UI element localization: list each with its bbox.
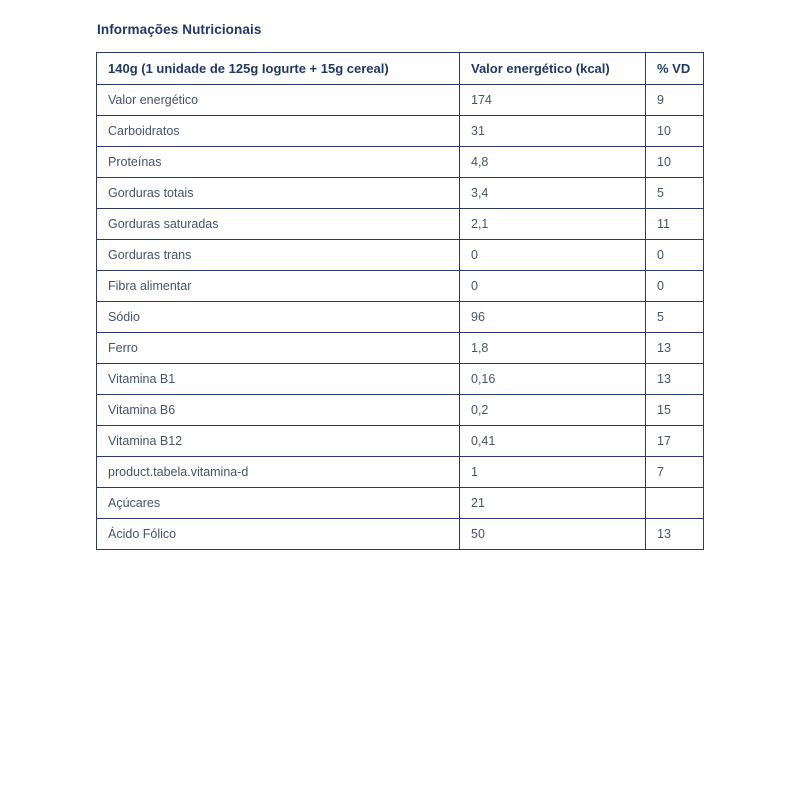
table-row: Gorduras saturadas 2,1 11 <box>96 208 704 240</box>
table-row: Vitamina B12 0,41 17 <box>96 425 704 457</box>
nutrition-table: 140g (1 unidade de 125g Iogurte + 15g ce… <box>96 52 704 550</box>
row-value: 0 <box>459 239 646 271</box>
table-row: Sódio 96 5 <box>96 301 704 333</box>
row-vd: 0 <box>645 270 704 302</box>
row-label: Ácido Fólico <box>96 518 460 550</box>
nutrition-table-body: Valor energético 174 9 Carboidratos 31 10 Prot… <box>96 84 704 550</box>
row-vd: 7 <box>645 456 704 488</box>
row-vd <box>645 487 704 519</box>
row-label: Gorduras trans <box>96 239 460 271</box>
table-row: Ácido Fólico 50 13 <box>96 518 704 550</box>
table-row: Açúcares 21 <box>96 487 704 519</box>
row-vd: 10 <box>645 115 704 147</box>
row-label: Sódio <box>96 301 460 333</box>
row-value: 3,4 <box>459 177 646 209</box>
header-percent-dv: % VD <box>645 52 704 85</box>
header-energy-value: Valor energético (kcal) <box>459 52 646 85</box>
row-value: 96 <box>459 301 646 333</box>
row-vd: 17 <box>645 425 704 457</box>
row-label: product.tabela.vitamina-d <box>96 456 460 488</box>
row-value: 1,8 <box>459 332 646 364</box>
row-vd: 11 <box>645 208 704 240</box>
table-row: Carboidratos 31 10 <box>96 115 704 147</box>
table-row: Vitamina B1 0,16 13 <box>96 363 704 395</box>
row-value: 0 <box>459 270 646 302</box>
row-label: Valor energético <box>96 84 460 116</box>
row-vd: 10 <box>645 146 704 178</box>
nutrition-table-head: 140g (1 unidade de 125g Iogurte + 15g ce… <box>96 52 704 85</box>
row-label: Vitamina B6 <box>96 394 460 426</box>
row-value: 174 <box>459 84 646 116</box>
row-value: 0,16 <box>459 363 646 395</box>
row-vd: 0 <box>645 239 704 271</box>
row-vd: 5 <box>645 301 704 333</box>
row-label: Gorduras totais <box>96 177 460 209</box>
row-label: Carboidratos <box>96 115 460 147</box>
row-label: Proteínas <box>96 146 460 178</box>
row-label: Fibra alimentar <box>96 270 460 302</box>
header-row: 140g (1 unidade de 125g Iogurte + 15g ce… <box>96 52 704 85</box>
row-value: 2,1 <box>459 208 646 240</box>
row-value: 1 <box>459 456 646 488</box>
page-title: Informações Nutricionais <box>97 22 262 37</box>
table-row: Fibra alimentar 0 0 <box>96 270 704 302</box>
row-vd: 9 <box>645 84 704 116</box>
row-vd: 13 <box>645 332 704 364</box>
row-value: 31 <box>459 115 646 147</box>
row-value: 4,8 <box>459 146 646 178</box>
row-label: Vitamina B12 <box>96 425 460 457</box>
table-row: Gorduras trans 0 0 <box>96 239 704 271</box>
row-vd: 5 <box>645 177 704 209</box>
table-row: Vitamina B6 0,2 15 <box>96 394 704 426</box>
nutrition-info-section: Informações Nutricionais 140g (1 unidade… <box>96 22 704 550</box>
row-value: 0,41 <box>459 425 646 457</box>
row-vd: 15 <box>645 394 704 426</box>
row-value: 21 <box>459 487 646 519</box>
row-label: Vitamina B1 <box>96 363 460 395</box>
row-label: Gorduras saturadas <box>96 208 460 240</box>
row-value: 50 <box>459 518 646 550</box>
table-row: Valor energético 174 9 <box>96 84 704 116</box>
table-row: Ferro 1,8 13 <box>96 332 704 364</box>
header-serving: 140g (1 unidade de 125g Iogurte + 15g ce… <box>96 52 460 85</box>
table-row: Gorduras totais 3,4 5 <box>96 177 704 209</box>
row-vd: 13 <box>645 363 704 395</box>
table-row: product.tabela.vitamina-d 1 7 <box>96 456 704 488</box>
table-row: Proteínas 4,8 10 <box>96 146 704 178</box>
row-label: Ferro <box>96 332 460 364</box>
row-label: Açúcares <box>96 487 460 519</box>
row-value: 0,2 <box>459 394 646 426</box>
row-vd: 13 <box>645 518 704 550</box>
